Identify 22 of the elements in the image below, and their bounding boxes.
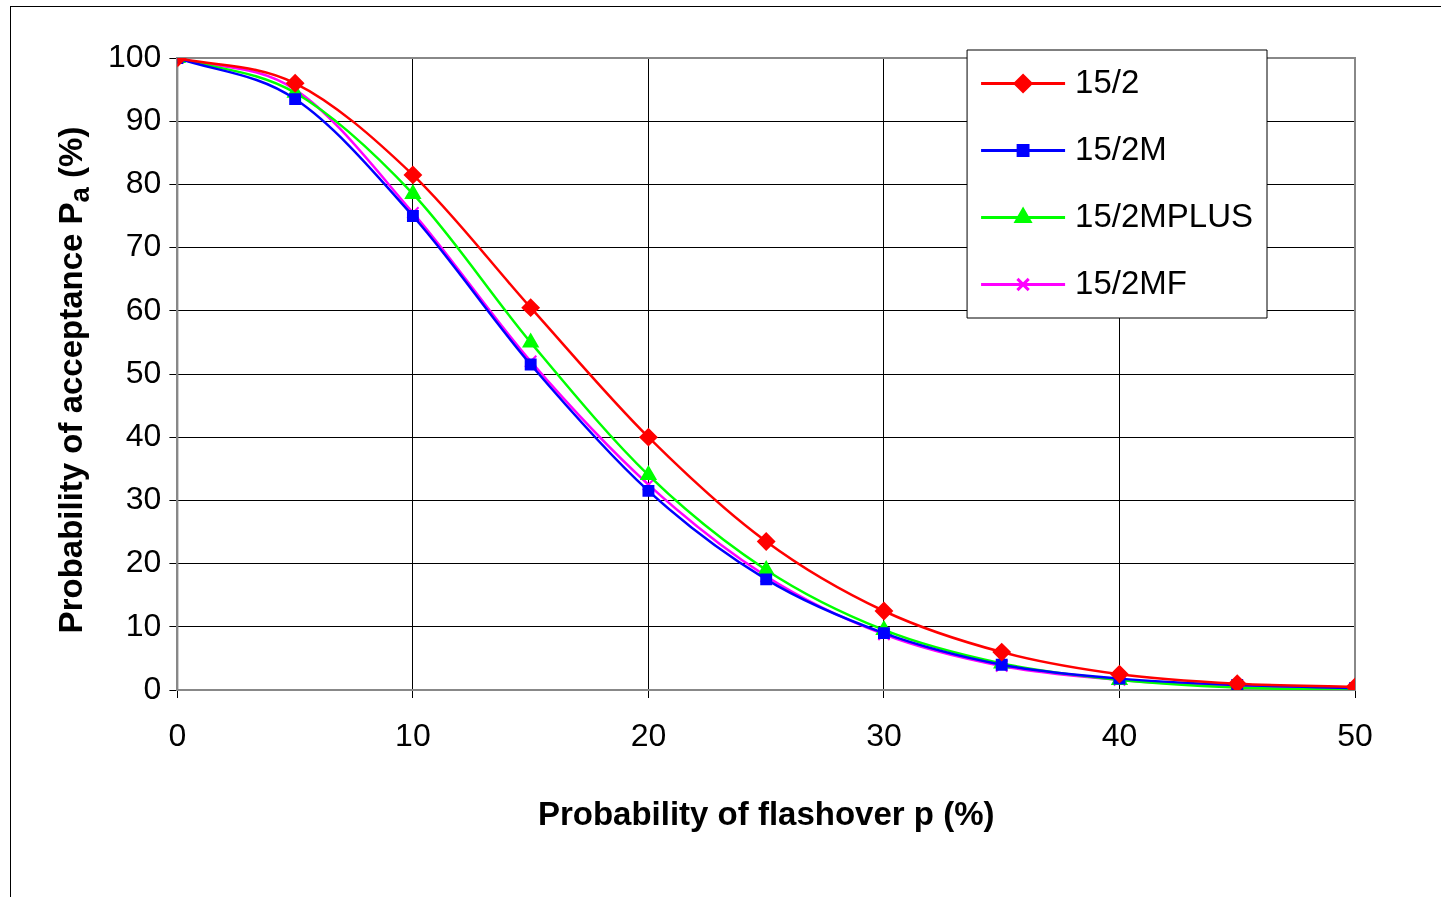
x-tick-label: 10 — [395, 717, 431, 754]
legend-label: 15/2 — [1075, 62, 1140, 100]
y-tick-label: 90 — [125, 101, 162, 138]
x-tick-label: 50 — [1337, 717, 1373, 754]
y-tick-label: 0 — [143, 669, 162, 706]
legend-label: 15/2M — [1075, 129, 1167, 167]
legend-label: 15/2MF — [1075, 263, 1187, 301]
y-tick-label: 80 — [125, 164, 162, 201]
y-tick-label: 50 — [125, 353, 162, 390]
y-tick-label: 20 — [125, 543, 162, 580]
y-tick-label: 30 — [125, 480, 162, 517]
y-tick-label: 40 — [125, 417, 162, 454]
y-tick-label: 10 — [125, 606, 162, 643]
x-tick-label: 30 — [866, 717, 902, 754]
x-tick-label: 20 — [630, 717, 667, 754]
legend-label: 15/2MPLUS — [1075, 196, 1254, 234]
y-tick-label: 100 — [108, 37, 162, 74]
y-tick-label: 60 — [125, 290, 162, 327]
x-axis-title: Probability of flashover p (%) — [537, 795, 995, 833]
x-tick-label: 40 — [1101, 717, 1138, 754]
x-tick-label: 0 — [168, 717, 187, 754]
y-tick-label: 70 — [125, 227, 162, 264]
